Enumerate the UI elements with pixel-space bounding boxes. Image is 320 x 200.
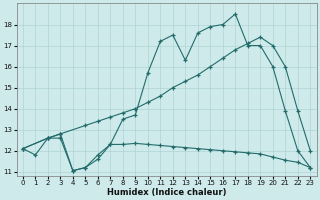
X-axis label: Humidex (Indice chaleur): Humidex (Indice chaleur)	[107, 188, 226, 197]
